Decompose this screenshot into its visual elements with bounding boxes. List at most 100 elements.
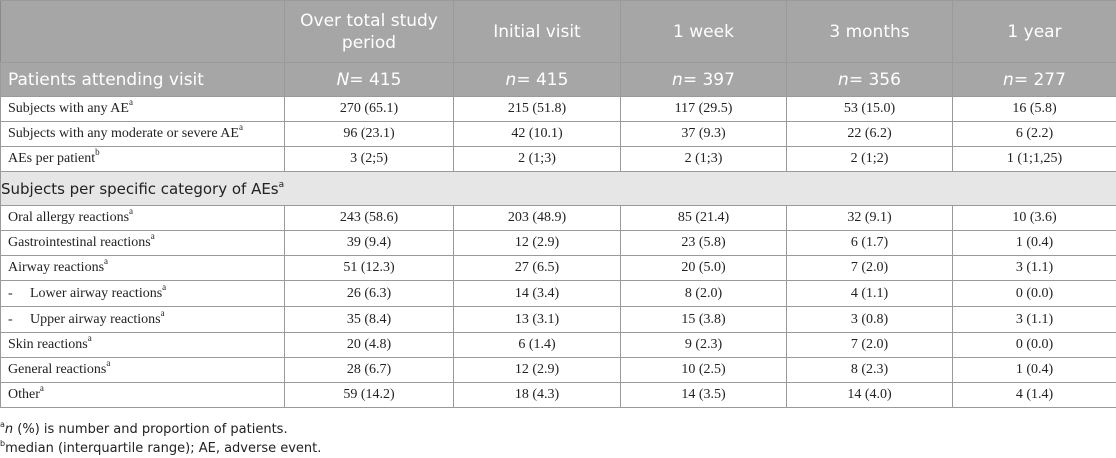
indent-dash: -	[8, 311, 13, 327]
patients-attending-label: Patients attending visit	[0, 62, 285, 97]
category-rows: Oral allergy reactionsa 243 (58.6) 203 (48…	[0, 205, 1116, 408]
table-row: Subjects with any AEa 270 (65.1) 215 (51.8…	[0, 96, 1116, 122]
table-row: - Upper airway reactionsa 35 (8.4) 13 (3.1)…	[0, 306, 1116, 333]
value-cell: 28 (6.7)	[284, 357, 454, 383]
value-cell: 4 (1.4)	[952, 382, 1116, 408]
row-label: Othera	[0, 382, 285, 408]
row-label: - Lower airway reactionsa	[0, 280, 285, 307]
row-label: Airway reactionsa	[0, 255, 285, 281]
value-cell: 53 (15.0)	[786, 96, 953, 122]
value-cell: 0 (0.0)	[952, 332, 1116, 358]
row-label: General reactionsa	[0, 357, 285, 383]
value-cell: 14 (3.4)	[453, 280, 621, 307]
value-cell: 26 (6.3)	[284, 280, 454, 307]
table-row: Skin reactionsa 20 (4.8) 6 (1.4) 9 (2.3) 7 (…	[0, 332, 1116, 358]
value-cell: 6 (1.7)	[786, 230, 953, 256]
value-cell: 15 (3.8)	[620, 306, 787, 333]
value-cell: 23 (5.8)	[620, 230, 787, 256]
attending-cell: n= 397	[620, 62, 787, 97]
table-row: Othera 59 (14.2) 18 (4.3) 14 (3.5) 14 (4.0) 4…	[0, 382, 1116, 408]
table-row: AEs per patientb 3 (2;5) 2 (1;3) 2 (1;3) 2 (…	[0, 146, 1116, 172]
value-cell: 6 (2.2)	[952, 121, 1116, 147]
table-row: Gastrointestinal reactionsa 39 (9.4) 12 (2…	[0, 230, 1116, 256]
header-cell-initial-visit: Initial visit	[453, 0, 621, 63]
table-row: Subjects with any moderate or severe AEa…	[0, 121, 1116, 147]
value-cell: 12 (2.9)	[453, 230, 621, 256]
table-row: - Lower airway reactionsa 26 (6.3) 14 (3.4)…	[0, 280, 1116, 307]
row-label: Gastrointestinal reactionsa	[0, 230, 285, 256]
value-cell: 59 (14.2)	[284, 382, 454, 408]
header-cell-1-year: 1 year	[952, 0, 1116, 63]
value-cell: 3 (1.1)	[952, 306, 1116, 333]
value-cell: 10 (2.5)	[620, 357, 787, 383]
value-cell: 243 (58.6)	[284, 205, 454, 231]
row-label: Subjects with any moderate or severe AEa	[0, 121, 285, 147]
header-cell-1-week: 1 week	[620, 0, 787, 63]
value-cell: 20 (5.0)	[620, 255, 787, 281]
attending-cell: n= 277	[952, 62, 1116, 97]
value-cell: 18 (4.3)	[453, 382, 621, 408]
value-cell: 117 (29.5)	[620, 96, 787, 122]
value-cell: 7 (2.0)	[786, 332, 953, 358]
value-cell: 1 (1;1,25)	[952, 146, 1116, 172]
value-cell: 39 (9.4)	[284, 230, 454, 256]
value-cell: 3 (1.1)	[952, 255, 1116, 281]
value-cell: 42 (10.1)	[453, 121, 621, 147]
row-label: Skin reactionsa	[0, 332, 285, 358]
attending-cell: n= 415	[453, 62, 621, 97]
value-cell: 270 (65.1)	[284, 96, 454, 122]
value-cell: 2 (1;2)	[786, 146, 953, 172]
value-cell: 14 (3.5)	[620, 382, 787, 408]
attending-cell: n= 356	[786, 62, 953, 97]
value-cell: 8 (2.3)	[786, 357, 953, 383]
value-cell: 13 (3.1)	[453, 306, 621, 333]
value-cell: 14 (4.0)	[786, 382, 953, 408]
value-cell: 8 (2.0)	[620, 280, 787, 307]
value-cell: 10 (3.6)	[952, 205, 1116, 231]
value-cell: 16 (5.8)	[952, 96, 1116, 122]
value-cell: 0 (0.0)	[952, 280, 1116, 307]
value-cell: 2 (1;3)	[453, 146, 621, 172]
row-label: - Upper airway reactionsa	[0, 306, 285, 333]
value-cell: 96 (23.1)	[284, 121, 454, 147]
attending-cell: N= 415	[284, 62, 454, 97]
summary-rows: Subjects with any AEa 270 (65.1) 215 (51.8…	[0, 96, 1116, 172]
header-cell-label	[0, 0, 285, 63]
row-label: Subjects with any AEa	[0, 96, 285, 122]
footnote-a: an (%) is number and proportion of patie…	[0, 419, 288, 437]
value-cell: 1 (0.4)	[952, 230, 1116, 256]
value-cell: 2 (1;3)	[620, 146, 787, 172]
value-cell: 6 (1.4)	[453, 332, 621, 358]
value-cell: 22 (6.2)	[786, 121, 953, 147]
indent-dash: -	[8, 285, 13, 301]
value-cell: 7 (2.0)	[786, 255, 953, 281]
category-section-label: Subjects per specific category of AEsa	[0, 171, 1116, 206]
value-cell: 3 (0.8)	[786, 306, 953, 333]
value-cell: 9 (2.3)	[620, 332, 787, 358]
value-cell: 51 (12.3)	[284, 255, 454, 281]
value-cell: 85 (21.4)	[620, 205, 787, 231]
footnote-b: bmedian (interquartile range); AE, adver…	[0, 438, 322, 456]
value-cell: 3 (2;5)	[284, 146, 454, 172]
value-cell: 20 (4.8)	[284, 332, 454, 358]
category-section-row: Subjects per specific category of AEsa	[0, 171, 1116, 206]
value-cell: 1 (0.4)	[952, 357, 1116, 383]
table-row: Airway reactionsa 51 (12.3) 27 (6.5) 20 (5.…	[0, 255, 1116, 281]
adverse-events-table: Over total study period Initial visit 1 …	[0, 0, 1116, 408]
header-row: Over total study period Initial visit 1 …	[0, 0, 1116, 63]
value-cell: 12 (2.9)	[453, 357, 621, 383]
row-label: AEs per patientb	[0, 146, 285, 172]
header-cell-3-months: 3 months	[786, 0, 953, 63]
header-cell-total-period: Over total study period	[284, 0, 454, 63]
value-cell: 27 (6.5)	[453, 255, 621, 281]
patients-attending-row: Patients attending visit N= 415 n= 415 n…	[0, 62, 1116, 97]
table-row: General reactionsa 28 (6.7) 12 (2.9) 10 (2.…	[0, 357, 1116, 383]
table-row: Oral allergy reactionsa 243 (58.6) 203 (48…	[0, 205, 1116, 231]
row-label: Oral allergy reactionsa	[0, 205, 285, 231]
value-cell: 203 (48.9)	[453, 205, 621, 231]
value-cell: 4 (1.1)	[786, 280, 953, 307]
value-cell: 215 (51.8)	[453, 96, 621, 122]
value-cell: 35 (8.4)	[284, 306, 454, 333]
value-cell: 32 (9.1)	[786, 205, 953, 231]
value-cell: 37 (9.3)	[620, 121, 787, 147]
